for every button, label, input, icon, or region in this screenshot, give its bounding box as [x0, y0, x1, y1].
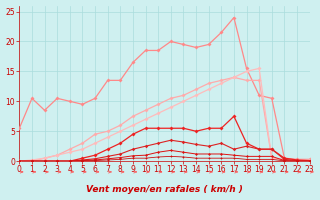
X-axis label: Vent moyen/en rafales ( km/h ): Vent moyen/en rafales ( km/h ): [86, 185, 243, 194]
